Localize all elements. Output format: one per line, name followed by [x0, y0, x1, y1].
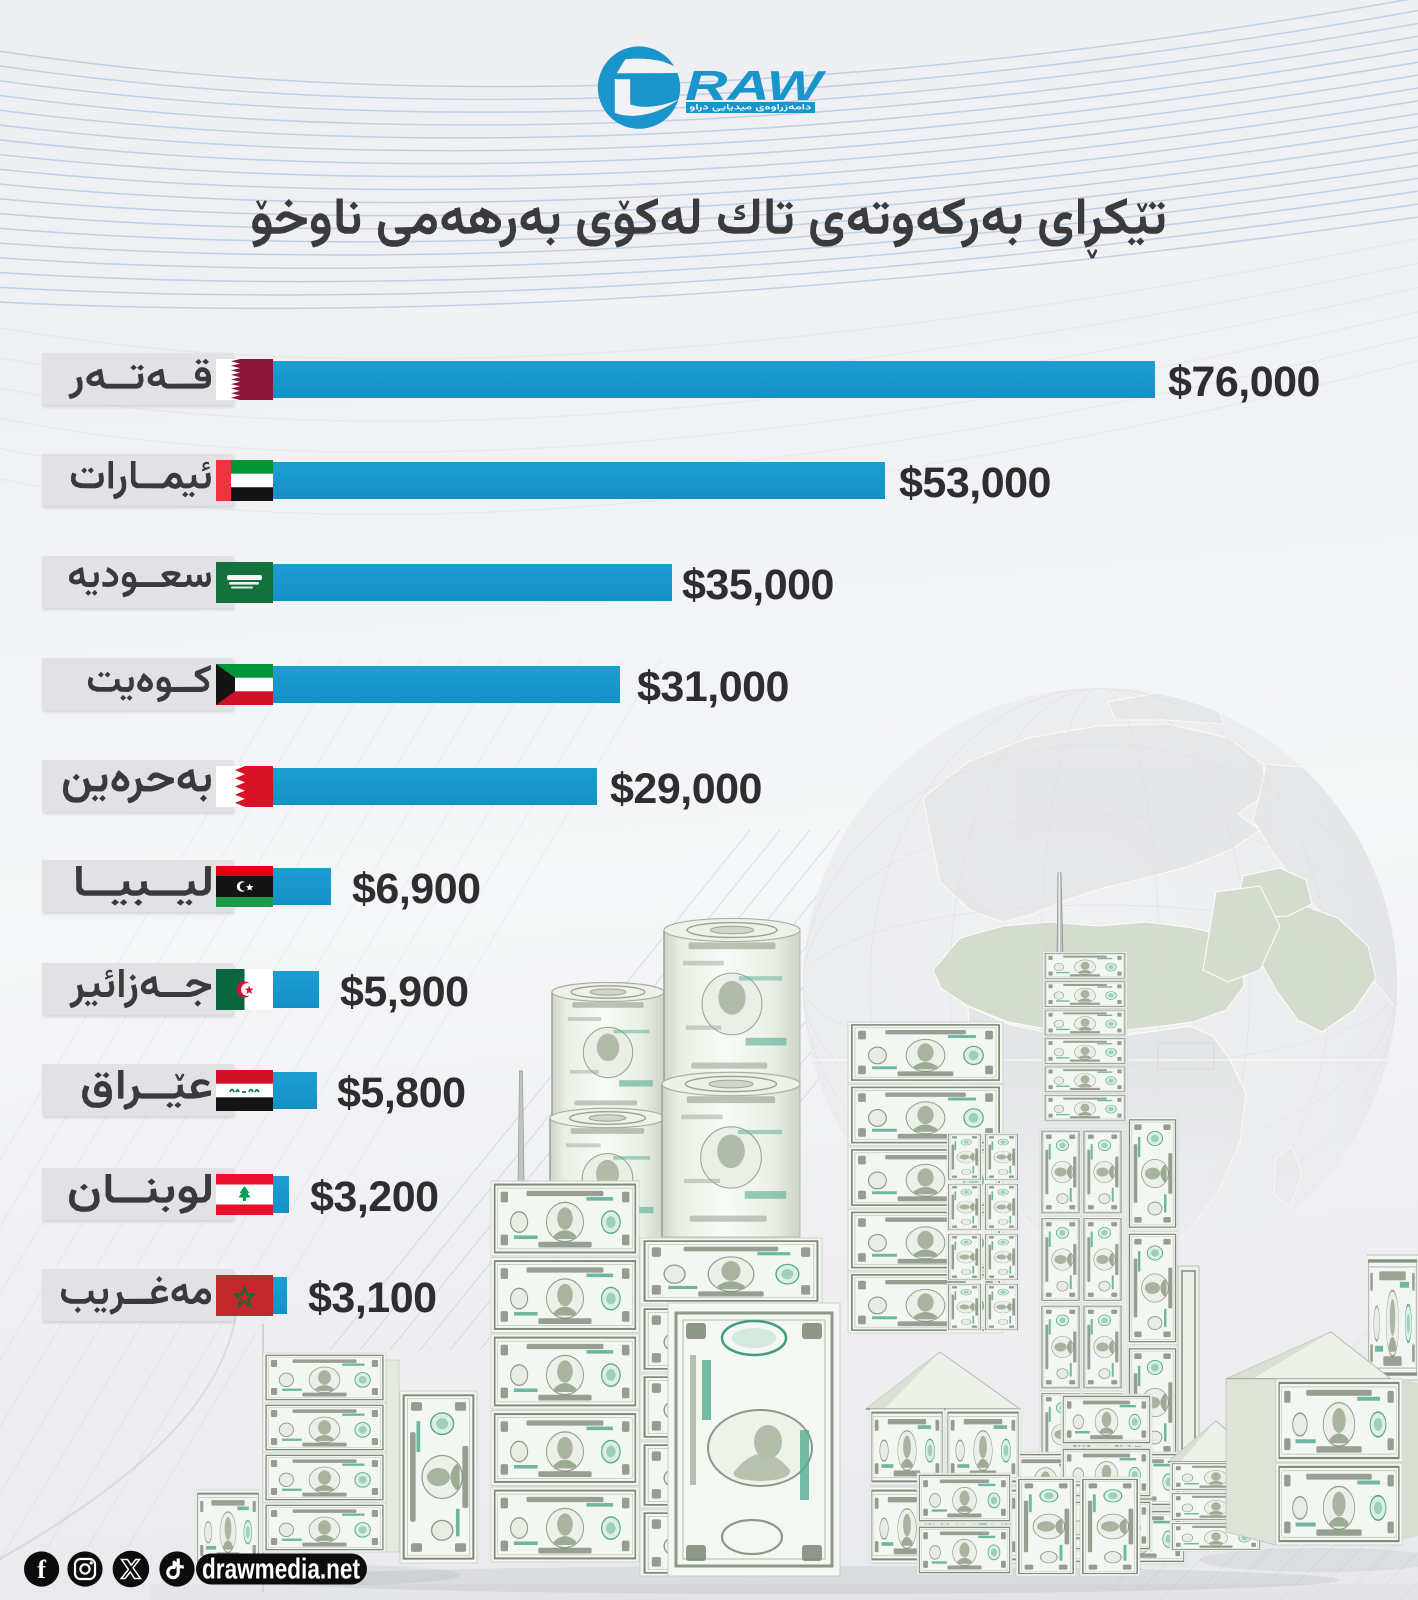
svg-text:RAW: RAW	[685, 62, 827, 109]
svg-text:f: f	[37, 1555, 46, 1584]
svg-text:drawmedia.net: drawmedia.net	[202, 1554, 360, 1586]
